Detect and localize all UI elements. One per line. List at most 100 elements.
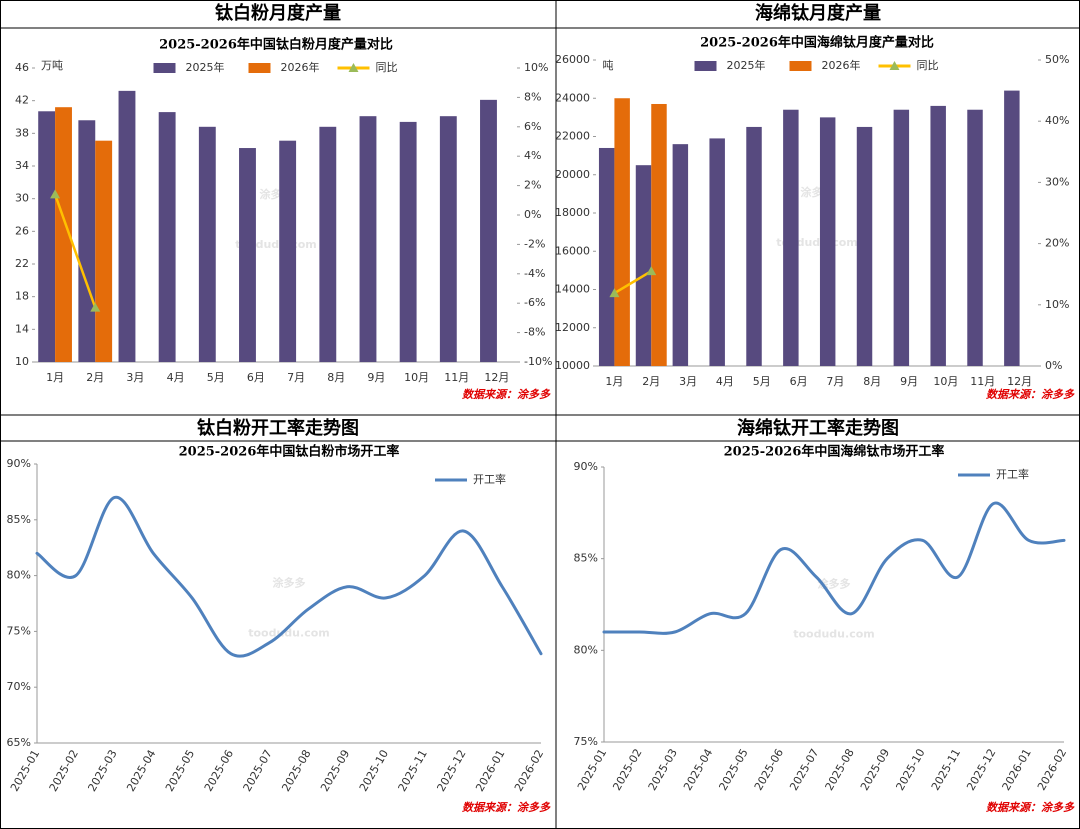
x-tick-label: 2026-01 [473,748,507,794]
x-tick-label: 2025-01 [575,747,609,793]
marker [646,266,657,276]
y2-tick-label: 30% [1045,175,1069,188]
bar [158,112,176,362]
x-tick-label: 4月 [716,375,734,388]
x-tick-label: 5月 [207,371,225,384]
bar [635,165,652,366]
legend-label: 2026年 [822,58,861,72]
marker [50,189,61,199]
x-tick-label: 1月 [46,371,64,384]
bar [279,140,297,362]
y-tick-label: 10 [15,355,29,368]
x-tick-label: 4月 [167,371,185,384]
y-tick-label: 24000 [555,91,590,104]
bar [399,121,417,363]
x-tick-label: 10月 [933,375,958,388]
y2-tick-label: 8% [524,90,541,103]
panel-title: 钛白粉月度产量 [215,2,341,24]
x-tick-label: 2025-03 [85,748,119,794]
x-tick-label: 10月 [404,371,429,384]
line [602,501,1066,635]
y-tick-label: 20000 [555,168,590,181]
legend-marker [348,63,359,72]
legend-label: 2025年 [186,60,225,74]
y-tick-label: 80% [7,569,31,582]
x-tick-label: 8月 [863,375,881,388]
x-tick-label: 2025-02 [610,747,644,793]
y-tick-label: 18 [15,290,29,303]
x-tick-label: 2025-03 [646,747,680,793]
x-tick-label: 2月 [86,371,104,384]
y2-tick-label: 0% [1045,359,1062,372]
y2-tick-label: -4% [524,267,545,280]
bar [651,103,667,367]
bar [746,126,762,366]
legend-marker [889,61,900,70]
y-tick-label: 75% [7,624,31,637]
x-tick-label: 7月 [826,375,844,388]
x-tick-label: 6月 [790,375,808,388]
y-tick-label: 70% [7,680,31,693]
bar [930,105,946,367]
y2-tick-label: 50% [1045,53,1069,66]
bar [55,107,72,362]
y-tick-label: 90% [7,457,31,470]
y-tick-label: 34 [15,159,29,172]
watermark: toodudu.com [248,627,330,640]
y-axis-label: 万吨 [41,59,63,72]
x-tick-label: 12月 [484,371,509,384]
bar [480,99,497,362]
source-note: 数据来源：涂多多 [986,388,1075,401]
x-tick-label: 2025-05 [163,748,197,794]
y2-tick-label: 0% [524,208,541,221]
x-tick-label: 12月 [1007,375,1032,388]
y-tick-label: 26 [15,224,29,237]
y2-tick-label: 4% [524,149,541,162]
y-tick-label: 38 [15,126,29,139]
chart-title: 2025-2026年中国钛白粉月度产量对比 [159,37,393,53]
y2-tick-label: 2% [524,179,541,192]
x-tick-label: 2025-02 [47,748,81,794]
y2-tick-label: -10% [524,355,552,368]
y2-tick-label: -2% [524,237,545,250]
y2-tick-label: -6% [524,296,545,309]
legend-swatch [694,61,717,71]
x-tick-label: 2026-02 [1035,747,1069,793]
panel-title: 海绵钛开工率走势图 [737,417,899,439]
legend-label: 2025年 [727,58,766,72]
source-note: 数据来源：涂多多 [986,801,1075,814]
bar [198,126,216,362]
y-tick-label: 30 [15,192,29,205]
source-note: 数据来源：涂多多 [462,801,551,814]
x-tick-label: 2月 [642,375,660,388]
bar [783,109,799,366]
bar [967,109,983,366]
y-tick-label: 85% [574,552,598,565]
x-tick-label: 6月 [247,371,265,384]
legend-label: 同比 [917,59,939,72]
marker [609,288,620,298]
x-tick-label: 2025-08 [823,747,857,793]
bar [118,90,136,362]
legend-swatch [248,63,271,73]
bar [439,116,457,362]
chart-title: 2025-2026年中国钛白粉市场开工率 [179,444,400,460]
y-tick-label: 65% [7,736,31,749]
bar [819,117,836,366]
y-tick-label: 46 [15,61,29,74]
x-tick-label: 3月 [679,375,697,388]
y-tick-label: 14000 [555,283,590,296]
x-tick-label: 2025-04 [681,747,715,793]
y-tick-label: 80% [574,643,598,656]
marker [90,302,101,312]
x-tick-label: 9月 [367,371,385,384]
x-tick-label: 2025-06 [752,747,786,793]
legend-label: 开工率 [996,467,1029,481]
x-tick-label: 2025-11 [929,747,963,793]
bar [319,126,337,362]
bar [856,126,873,366]
y2-tick-label: 20% [1045,237,1069,250]
y-tick-label: 14 [15,322,29,335]
x-tick-label: 2025-12 [434,748,468,794]
y-tick-label: 16000 [555,244,590,257]
